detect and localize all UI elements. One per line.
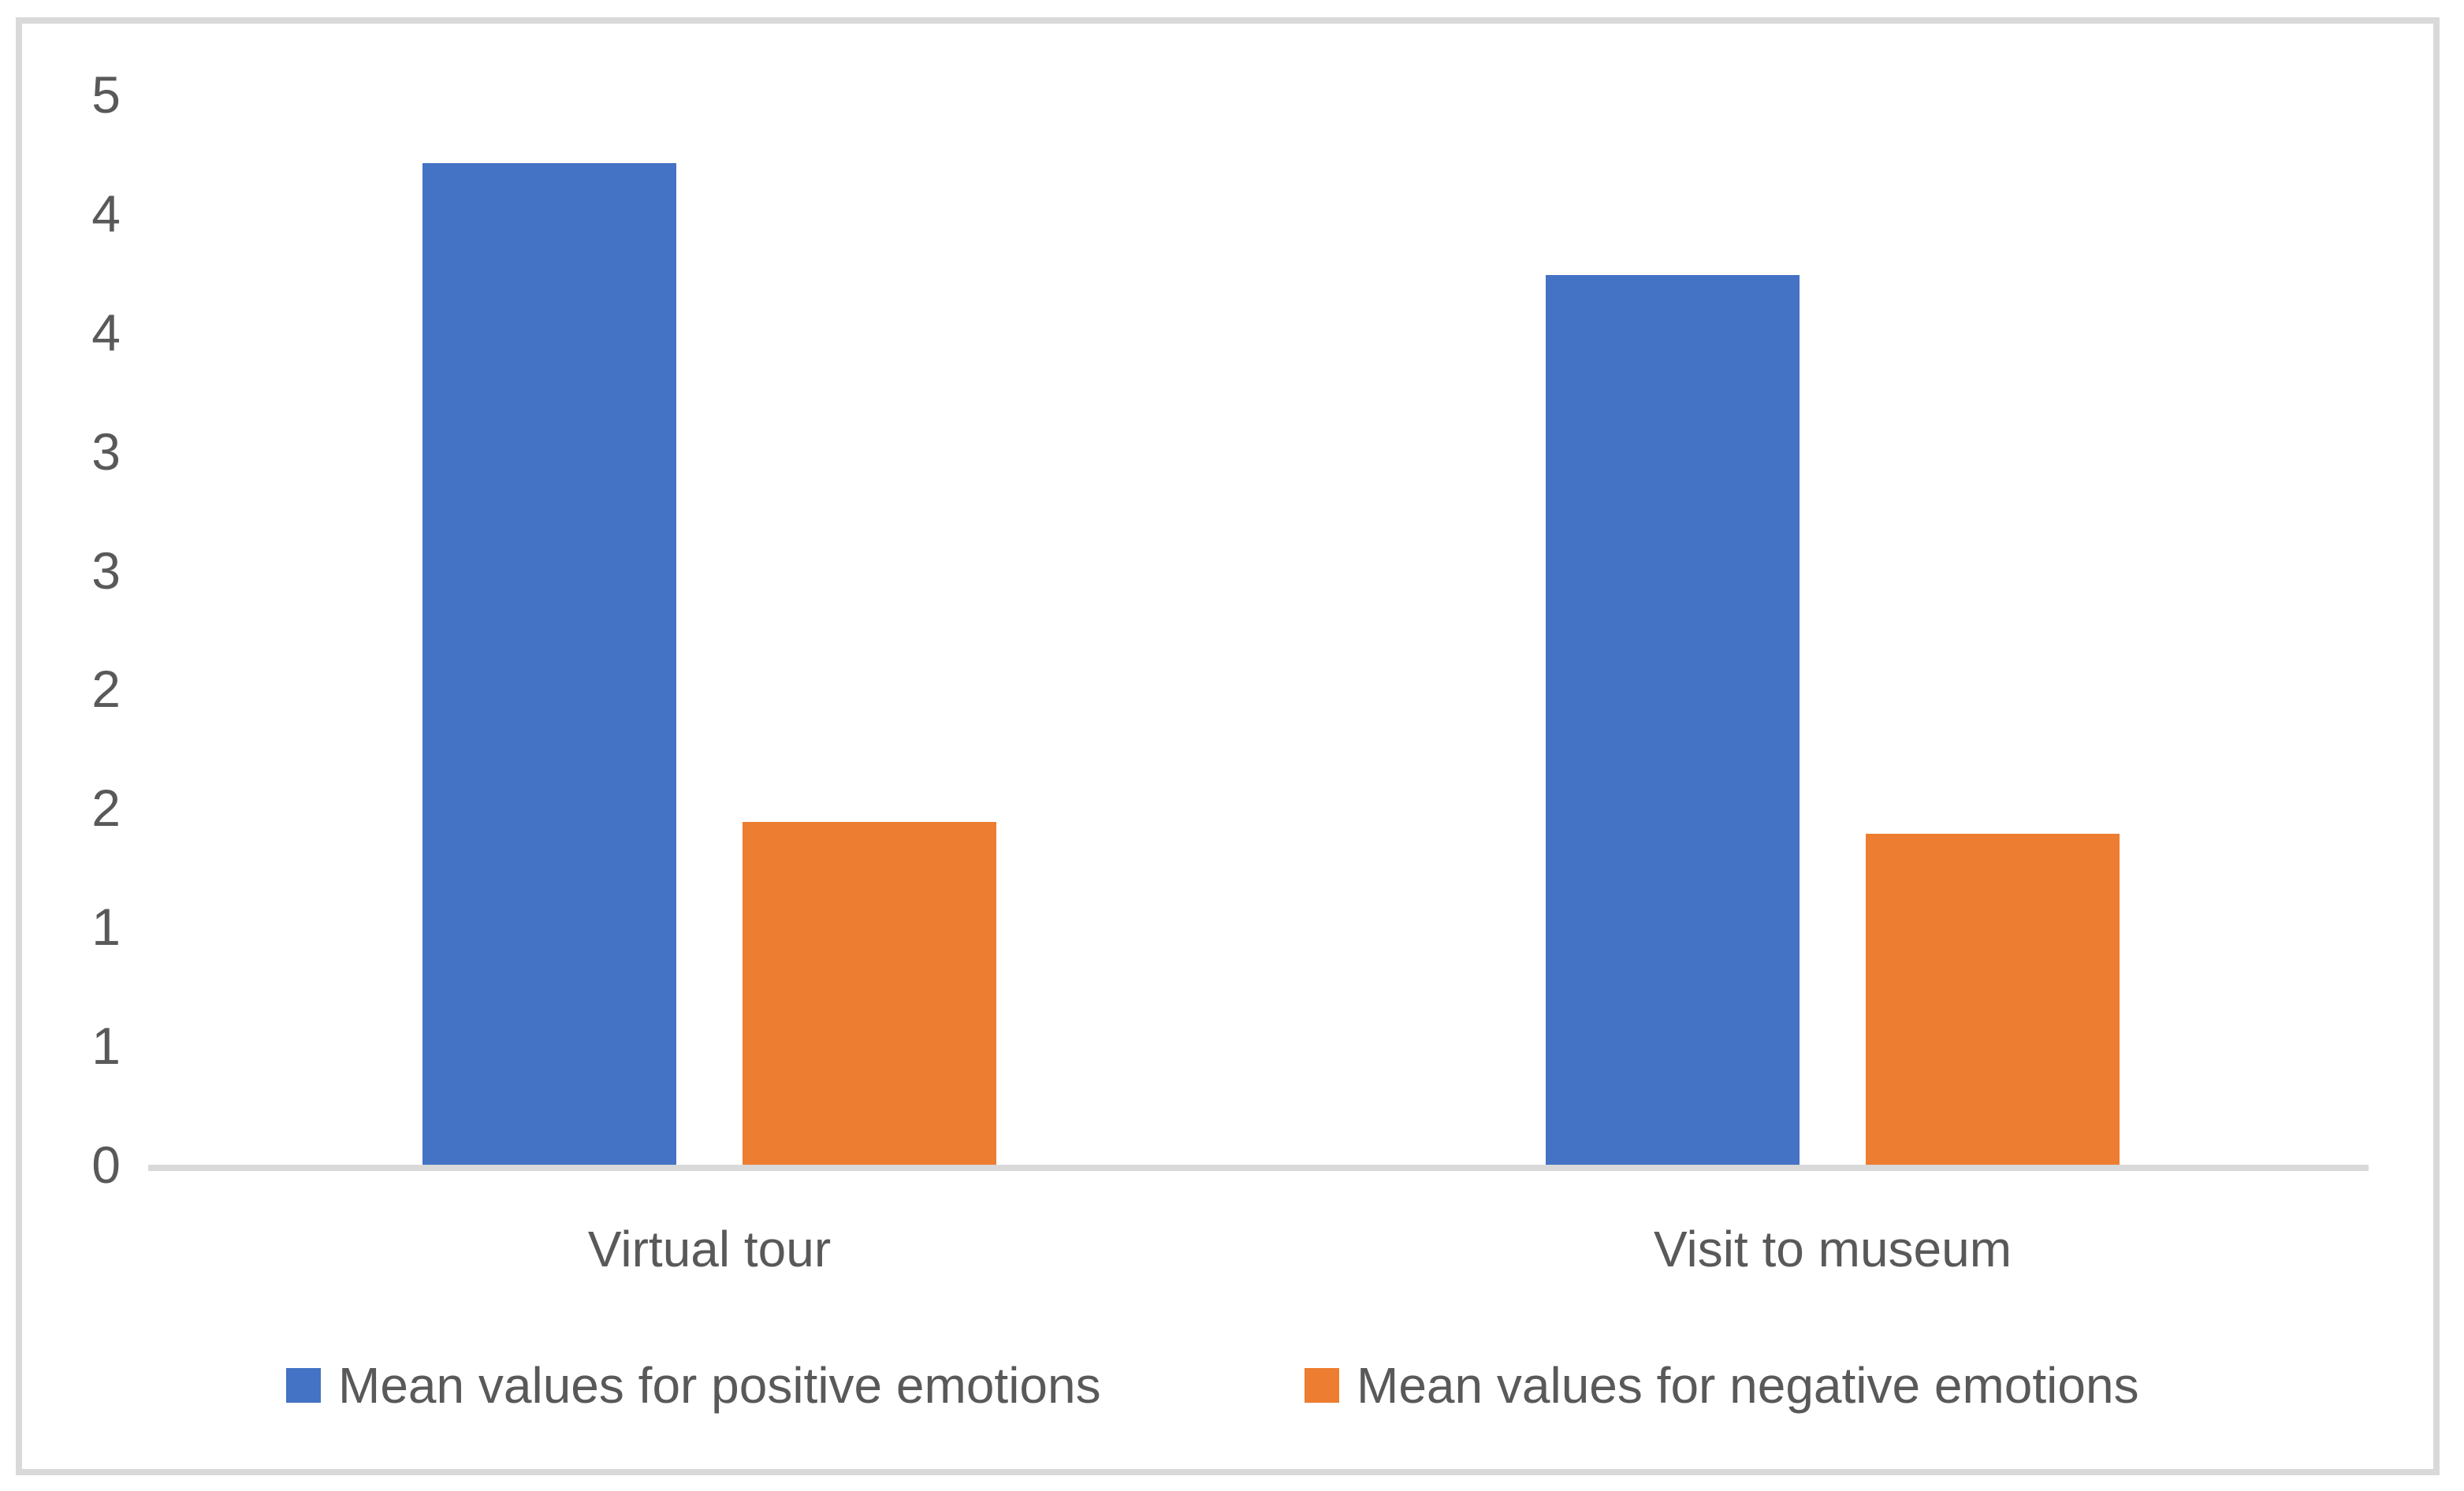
y-axis-tick-label: 2 — [91, 660, 121, 719]
legend-label-negative: Mean values for negative emotions — [1357, 1357, 2139, 1414]
y-axis-tick-label: 1 — [91, 898, 121, 957]
legend-item-positive-emotions: Mean values for positive emotions — [286, 1354, 1101, 1417]
y-axis-tick-label: 2 — [91, 779, 121, 838]
y-axis-tick-label: 4 — [91, 303, 121, 362]
positive-bar-visit-to-museum — [1546, 275, 1800, 1168]
legend-swatch-negative-icon — [1305, 1368, 1339, 1403]
y-axis-tick-label: 3 — [91, 422, 121, 481]
negative-bar-virtual-tour — [743, 822, 996, 1168]
y-axis-tick-label: 3 — [91, 541, 121, 600]
y-axis-tick-label: 4 — [91, 184, 121, 243]
x-axis-line — [148, 1165, 2369, 1171]
y-axis-tick-label: 5 — [91, 65, 121, 124]
category-label-virtual-tour: Virtual tour — [587, 1221, 832, 1277]
legend-swatch-positive-icon — [286, 1368, 321, 1403]
y-axis-tick-label: 1 — [91, 1017, 121, 1076]
category-label-visit-to-museum: Visit to museum — [1653, 1221, 2012, 1277]
y-axis-tick-label: 0 — [91, 1136, 121, 1194]
legend-item-negative-emotions: Mean values for negative emotions — [1305, 1354, 2139, 1417]
positive-bar-virtual-tour — [422, 163, 676, 1168]
negative-bar-visit-to-museum — [1866, 834, 2120, 1168]
legend-label-positive: Mean values for positive emotions — [338, 1357, 1101, 1414]
